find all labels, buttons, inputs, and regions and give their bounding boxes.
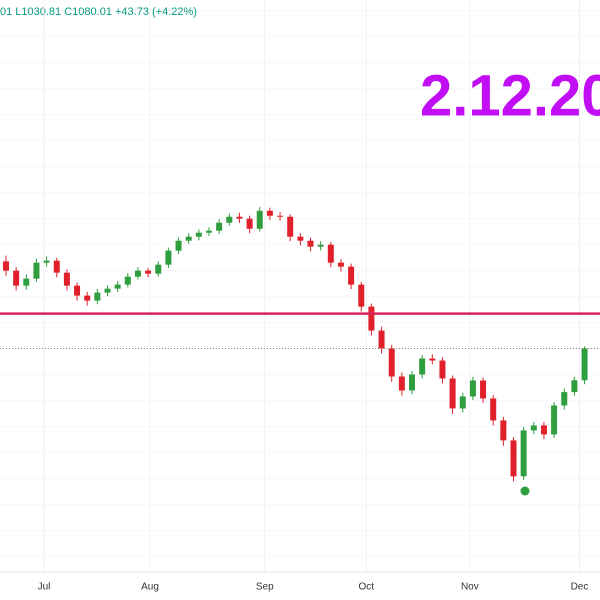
candle-body — [3, 261, 9, 271]
x-tick-label: Nov — [461, 582, 479, 593]
candle-body — [94, 292, 101, 301]
date-annotation: 2.12.20 — [420, 63, 600, 128]
candle-body — [236, 216, 243, 219]
candle-body — [469, 380, 476, 397]
candle-body — [398, 376, 405, 391]
x-tick-label: Oct — [359, 582, 375, 593]
candle-body — [134, 270, 141, 277]
candle-body — [490, 398, 497, 421]
candle-body — [551, 405, 558, 435]
candle-body — [226, 216, 233, 223]
candle-body — [206, 230, 212, 233]
candle-body — [216, 222, 223, 231]
candle-body — [540, 425, 547, 435]
x-tick-label: Sep — [256, 582, 274, 593]
candle-body — [388, 348, 395, 377]
candle-body — [348, 266, 355, 285]
candle-body — [145, 270, 152, 274]
x-tick-label: Aug — [141, 582, 159, 593]
candle-body — [155, 264, 162, 274]
candle-body — [84, 295, 91, 301]
candle-body — [185, 236, 192, 241]
candle-body — [33, 262, 40, 279]
candle-body — [63, 272, 70, 286]
x-tick-label: Jul — [38, 582, 51, 593]
candle-body — [429, 358, 436, 361]
candle-body — [327, 244, 334, 263]
candle-body — [195, 232, 202, 237]
candle-body — [277, 215, 284, 217]
candle-body — [510, 440, 517, 477]
x-tick-label: Dec — [571, 582, 589, 593]
candle-body — [500, 420, 507, 441]
candle-body — [571, 380, 578, 393]
candle-body — [337, 262, 344, 267]
candle-body — [581, 348, 588, 381]
candle-body — [439, 360, 446, 379]
candle-body — [175, 240, 182, 251]
candle-body — [246, 218, 253, 229]
candle-body — [449, 378, 456, 409]
candle-body — [419, 358, 426, 375]
grid-background — [0, 0, 600, 572]
candle-body — [256, 210, 263, 229]
event-marker — [520, 486, 530, 496]
candle-body — [307, 240, 314, 247]
candle-body — [480, 380, 487, 399]
candle-body — [459, 396, 466, 409]
candle-body — [114, 284, 121, 289]
candle-body — [561, 392, 568, 406]
candle-body — [520, 430, 527, 477]
candle-body — [317, 244, 324, 247]
candle-body — [104, 288, 111, 293]
candle-body — [165, 250, 172, 265]
candle-body — [530, 425, 537, 431]
candle-body — [43, 260, 50, 263]
candle-body — [358, 284, 365, 307]
candle-body — [378, 330, 385, 349]
ohlc-header: 01 L1030.81 C1080.01 +43.73 (+4.22%) — [0, 6, 197, 18]
candle-body — [287, 216, 294, 237]
candle-body — [23, 278, 30, 286]
candle-body — [266, 210, 273, 216]
candle-body — [409, 374, 415, 391]
candle-body — [53, 260, 60, 273]
candle-body — [368, 306, 375, 331]
candle-body — [13, 270, 20, 286]
candle-body — [124, 276, 131, 285]
candle-body — [74, 285, 81, 296]
candle-body — [297, 236, 304, 241]
